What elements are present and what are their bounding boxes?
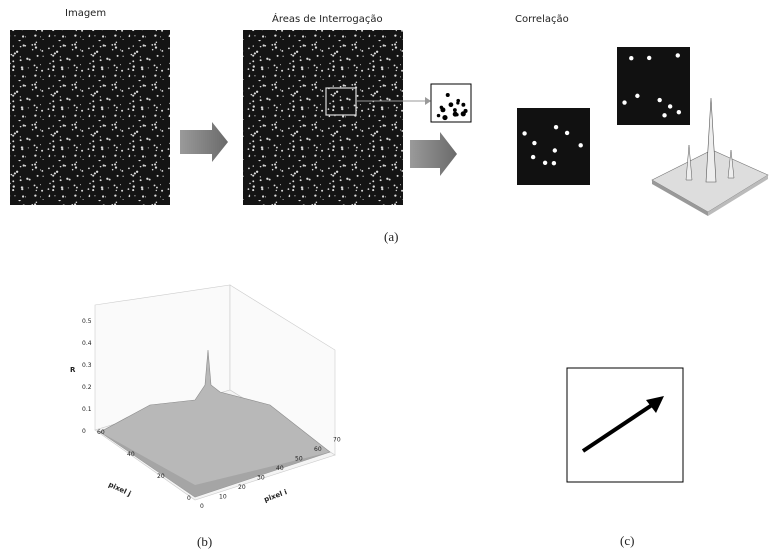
particle xyxy=(437,114,440,117)
peak xyxy=(629,56,633,60)
caption: (a) xyxy=(384,229,398,244)
image-title: Imagem xyxy=(65,8,106,19)
z-axis-label: R xyxy=(70,366,76,374)
arrow xyxy=(180,122,228,162)
peak xyxy=(565,131,569,135)
particle xyxy=(453,112,458,117)
particle xyxy=(456,99,460,103)
peak xyxy=(662,113,666,117)
x-tick-label: 20 xyxy=(238,484,246,491)
y-tick-label: 0 xyxy=(187,495,191,502)
particle xyxy=(464,109,468,113)
z-tick-label: 0.2 xyxy=(82,384,92,391)
particle xyxy=(453,108,457,112)
peak xyxy=(647,56,651,60)
peak xyxy=(657,98,661,102)
particle xyxy=(442,115,447,120)
areas-title: Áreas de Interrogação xyxy=(272,12,383,25)
peak xyxy=(554,125,558,129)
peak xyxy=(668,104,672,108)
particle xyxy=(449,102,454,107)
peak xyxy=(635,94,639,98)
particle xyxy=(440,106,443,109)
particle xyxy=(461,103,465,107)
peak xyxy=(553,148,557,152)
y-tick-label: 20 xyxy=(157,473,165,480)
arrow xyxy=(410,132,457,176)
x-tick-label: 70 xyxy=(333,437,341,444)
particle-image xyxy=(243,30,403,205)
peak xyxy=(676,53,680,57)
peak xyxy=(578,143,582,147)
caption: (b) xyxy=(197,534,212,549)
y-tick-label: 40 xyxy=(127,451,135,458)
zoom-arrowhead xyxy=(425,97,431,105)
page: Imagem Áreas de Interrogação Correlação … xyxy=(0,0,770,552)
caption: (c) xyxy=(620,533,634,548)
z-tick-label: 0.4 xyxy=(82,340,92,347)
x-tick-label: 60 xyxy=(314,446,322,453)
peak xyxy=(622,100,626,104)
correlation-title: Correlação xyxy=(515,14,569,25)
x-tick-label: 30 xyxy=(257,475,265,482)
particle xyxy=(446,93,450,97)
figure: Imagem Áreas de Interrogação Correlação … xyxy=(0,0,770,552)
particle-image xyxy=(10,30,170,205)
surface-plot xyxy=(95,285,335,500)
peak xyxy=(532,141,536,145)
peak xyxy=(677,110,681,114)
x-tick-label: 40 xyxy=(276,465,284,472)
z-tick-label: 0.5 xyxy=(82,318,92,325)
x-tick-label: 10 xyxy=(219,494,227,501)
peak xyxy=(522,131,526,135)
x-tick-label: 0 xyxy=(200,503,204,510)
x-axis-label: pixel i xyxy=(263,488,288,504)
z-tick-label: 0 xyxy=(82,428,86,435)
peak xyxy=(531,155,535,159)
z-tick-label: 0.1 xyxy=(82,406,92,413)
peak xyxy=(543,161,547,165)
y-axis-label: pixel j xyxy=(107,481,132,498)
x-tick-label: 50 xyxy=(295,456,303,463)
z-tick-label: 0.3 xyxy=(82,362,92,369)
y-tick-label: 60 xyxy=(97,429,105,436)
peak xyxy=(552,161,556,165)
